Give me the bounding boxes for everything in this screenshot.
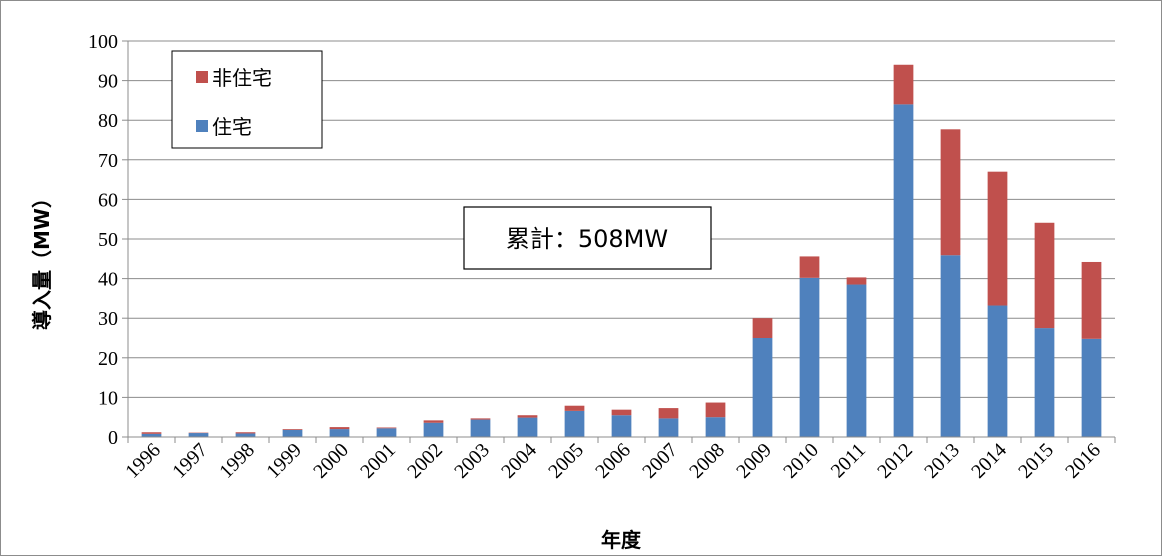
x-tick-label: 1996 bbox=[121, 439, 165, 483]
legend: 非住宅 住宅 bbox=[171, 50, 323, 149]
bar-non-residential-2007 bbox=[658, 408, 679, 419]
bar-residential-2007 bbox=[658, 418, 679, 437]
x-tick-label: 2014 bbox=[967, 439, 1011, 483]
bar-non-residential-1996 bbox=[141, 432, 162, 434]
legend-swatch-non-residential bbox=[196, 71, 208, 83]
y-tick-label: 80 bbox=[98, 110, 118, 132]
x-tick-label: 2010 bbox=[779, 439, 823, 483]
bar-non-residential-2001 bbox=[376, 427, 397, 429]
x-tick-label: 2007 bbox=[638, 439, 682, 483]
x-tick-label: 2003 bbox=[450, 439, 494, 483]
total-annotation: 累計：508MW bbox=[463, 206, 712, 270]
bar-non-residential-2016 bbox=[1081, 261, 1102, 339]
bar-residential-2000 bbox=[329, 429, 350, 437]
x-tick-labels: 1996 1997 1998 1999 2000 2001 2002 2003 2004 2005… bbox=[121, 439, 1105, 483]
bar-non-residential-2002 bbox=[423, 420, 444, 423]
axes bbox=[122, 40, 1116, 443]
bar-residential-2003 bbox=[470, 419, 491, 437]
bar-non-residential-2013 bbox=[940, 129, 961, 256]
bar-residential-2001 bbox=[376, 428, 397, 437]
bar-non-residential-2006 bbox=[611, 409, 632, 416]
bar-residential-2012 bbox=[893, 104, 914, 438]
bar-residential-2009 bbox=[752, 338, 773, 437]
bar-residential-2016 bbox=[1081, 338, 1102, 437]
bar-residential-2006 bbox=[611, 415, 632, 437]
x-tick-label: 2006 bbox=[591, 439, 635, 483]
y-tick-labels: 0 10 20 30 40 50 60 70 80 90 100 bbox=[88, 31, 118, 449]
legend-label-non-residential: 非住宅 bbox=[212, 66, 272, 90]
bar-non-residential-2004 bbox=[517, 415, 538, 418]
bar-residential-2004 bbox=[517, 417, 538, 437]
x-tick-label: 1997 bbox=[168, 439, 212, 483]
x-tick-label: 2012 bbox=[873, 439, 917, 483]
bar-residential-1999 bbox=[282, 429, 303, 437]
y-tick-label: 90 bbox=[98, 71, 118, 93]
bar-non-residential-2009 bbox=[752, 318, 773, 338]
x-tick-label: 2013 bbox=[920, 439, 964, 483]
bar-residential-2005 bbox=[564, 410, 585, 437]
x-tick-label: 2008 bbox=[685, 439, 729, 483]
bar-non-residential-2003 bbox=[470, 418, 491, 420]
x-tick-label: 2011 bbox=[827, 439, 870, 482]
y-tick-label: 60 bbox=[98, 189, 118, 211]
bar-non-residential-2011 bbox=[846, 277, 867, 285]
bar-residential-2014 bbox=[987, 305, 1008, 437]
total-annotation-text: 累計：508MW bbox=[506, 225, 668, 253]
y-tick-label: 20 bbox=[98, 348, 118, 370]
x-tick-label: 2004 bbox=[497, 439, 541, 483]
legend-label-residential: 住宅 bbox=[212, 115, 252, 139]
y-tick-label: 100 bbox=[88, 31, 118, 53]
bars bbox=[141, 64, 1102, 438]
y-tick-label: 40 bbox=[98, 269, 118, 291]
x-tick-label: 2002 bbox=[403, 439, 447, 483]
y-tick-label: 0 bbox=[108, 427, 118, 449]
y-tick-label: 50 bbox=[98, 229, 118, 251]
x-tick-label: 2001 bbox=[356, 439, 400, 483]
bar-non-residential-2008 bbox=[705, 402, 726, 418]
bar-residential-1996 bbox=[141, 433, 162, 437]
bar-non-residential-2005 bbox=[564, 405, 585, 411]
y-tick-label: 30 bbox=[98, 308, 118, 330]
bar-residential-2013 bbox=[940, 255, 961, 437]
bar-residential-2008 bbox=[705, 417, 726, 437]
x-tick-label: 2005 bbox=[544, 439, 588, 483]
x-tick-label: 2009 bbox=[732, 439, 776, 483]
bar-non-residential-2015 bbox=[1034, 222, 1055, 329]
bar-non-residential-2000 bbox=[329, 427, 350, 430]
y-tick-label: 70 bbox=[98, 150, 118, 172]
bar-non-residential-2012 bbox=[893, 64, 914, 105]
x-tick-label: 1999 bbox=[262, 439, 306, 483]
legend-swatch-residential bbox=[196, 120, 208, 132]
bar-residential-2015 bbox=[1034, 328, 1055, 437]
bar-non-residential-1999 bbox=[282, 429, 303, 430]
bar-non-residential-2014 bbox=[987, 171, 1008, 306]
total-annotation-box bbox=[463, 206, 712, 270]
y-tick-label: 10 bbox=[98, 387, 118, 409]
x-tick-label: 2000 bbox=[309, 439, 353, 483]
x-axis-title: 年度 bbox=[601, 528, 642, 552]
bar-residential-1997 bbox=[188, 433, 209, 437]
bar-residential-2010 bbox=[799, 277, 820, 437]
bar-residential-2011 bbox=[846, 284, 867, 437]
y-axis-title: 導入量（MW） bbox=[30, 188, 54, 330]
bar-residential-1998 bbox=[235, 433, 256, 437]
x-tick-label: 2016 bbox=[1061, 439, 1105, 483]
bar-non-residential-1998 bbox=[235, 432, 256, 434]
bar-non-residential-2010 bbox=[799, 256, 820, 278]
x-tick-label: 1998 bbox=[215, 439, 259, 483]
x-tick-label: 2015 bbox=[1014, 439, 1058, 483]
bar-residential-2002 bbox=[423, 422, 444, 437]
